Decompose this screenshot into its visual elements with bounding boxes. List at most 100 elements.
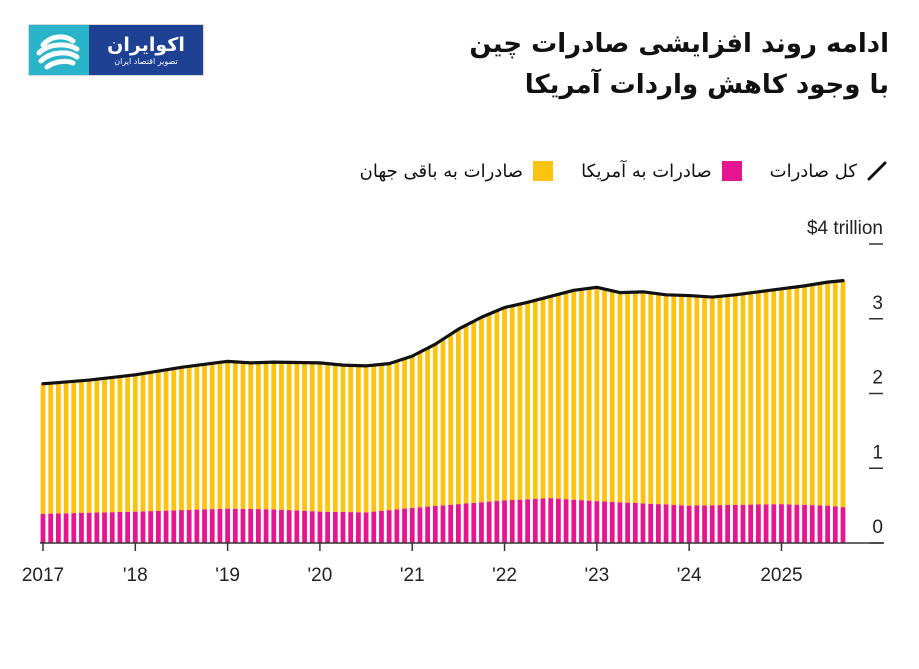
bar-rest [125,375,130,512]
x-tick-label: '20 [308,565,333,586]
bar-us [594,501,600,543]
bar-rest [663,294,669,505]
bar-us [232,508,238,543]
bar-us [125,511,130,543]
bar-us [586,500,592,543]
bar-rest [148,372,154,512]
bar-rest [232,361,238,509]
bar-us [817,505,823,543]
chart-title: ادامه روند افزایشی صادرات چین با وجود کا… [289,24,889,106]
bar-us [479,502,484,543]
x-tick-label: 2017 [22,565,64,586]
bar-rest [832,281,838,507]
bar-rest [471,321,477,503]
bar-rest [202,364,207,510]
bar-us [302,510,307,543]
brand-logo: اکوایران تصویر اقتصاد ایران [28,24,204,76]
bar-us [156,510,161,543]
bar-us [471,502,477,543]
bar-rest [656,293,661,505]
bar-us [548,498,554,543]
bar-rest [802,285,807,505]
bar-us [140,511,146,543]
bar-rest [340,365,346,512]
bar-us [525,499,530,543]
bar-rest [263,362,269,510]
bar-us [456,504,461,543]
bar-rest [571,290,577,500]
bar-rest [94,379,100,513]
bar-rest [217,362,223,509]
bar-rest [363,365,369,513]
bar-rest [286,362,292,511]
bar-rest [440,339,446,506]
bar-us [825,505,830,543]
bar-us [48,513,54,543]
legend-label-rest: صادرات به باقی جهان [359,160,524,182]
bar-rest [686,295,692,506]
bar-us [532,498,538,543]
bar-us [632,503,638,543]
bar-us [117,511,123,543]
bar-rest [448,334,454,505]
bar-rest [794,286,800,505]
bar-us [740,504,746,543]
bar-rest [109,377,115,513]
bar-rest [563,292,569,500]
brand-wordmark: اکوایران تصویر اقتصاد ایران [89,25,203,75]
bar-us [186,509,192,543]
bar-rest [309,362,315,512]
legend-item-rest: صادرات به باقی جهان [359,160,554,182]
bar-us [225,508,230,543]
bar-us [671,504,677,543]
bar-us [109,512,115,543]
bar-rest [725,295,730,506]
bar-rest [71,381,77,514]
legend-item-us: صادرات به آمریکا [581,161,742,182]
bar-rest [609,290,615,502]
bar-rest [417,352,423,508]
bar-rest [56,382,61,514]
bar-rest [748,292,754,505]
x-tick-label: '23 [584,565,609,586]
bar-rest [679,295,684,506]
bar-rest [717,296,723,506]
x-tick-label: '22 [492,565,517,586]
bar-us [494,501,500,543]
legend-us-swatch-icon [721,161,742,181]
bar-us [40,513,46,543]
bar-us [56,513,61,543]
legend-rest-swatch-icon [533,161,554,181]
bar-rest [79,380,84,513]
bar-us [132,511,138,543]
bar-us [256,509,261,543]
bar-us [286,510,292,543]
bar-rest [494,310,500,502]
bar-us [348,512,354,543]
bar-rest [625,292,630,503]
bar-rest [540,298,546,499]
bar-rest [502,307,507,501]
bar-rest [240,362,246,509]
x-tick-label: '18 [123,565,148,586]
bar-rest [840,280,846,508]
bar-us [417,507,423,543]
bar-rest [194,365,200,510]
bar-rest [279,362,284,510]
bar-rest [432,344,438,506]
bar-us [317,511,323,543]
bar-us [271,509,277,543]
bar-us [663,504,669,543]
bar-us [656,504,661,543]
bar-us [463,503,469,543]
bar-rest [371,365,377,512]
bar-rest [556,294,561,499]
bar-rest [632,292,638,504]
bar-us [840,507,846,543]
bar-rest [394,361,400,510]
bar-rest [209,363,215,510]
bar-rest [809,284,815,506]
y-tick-label: 2 [872,368,883,389]
